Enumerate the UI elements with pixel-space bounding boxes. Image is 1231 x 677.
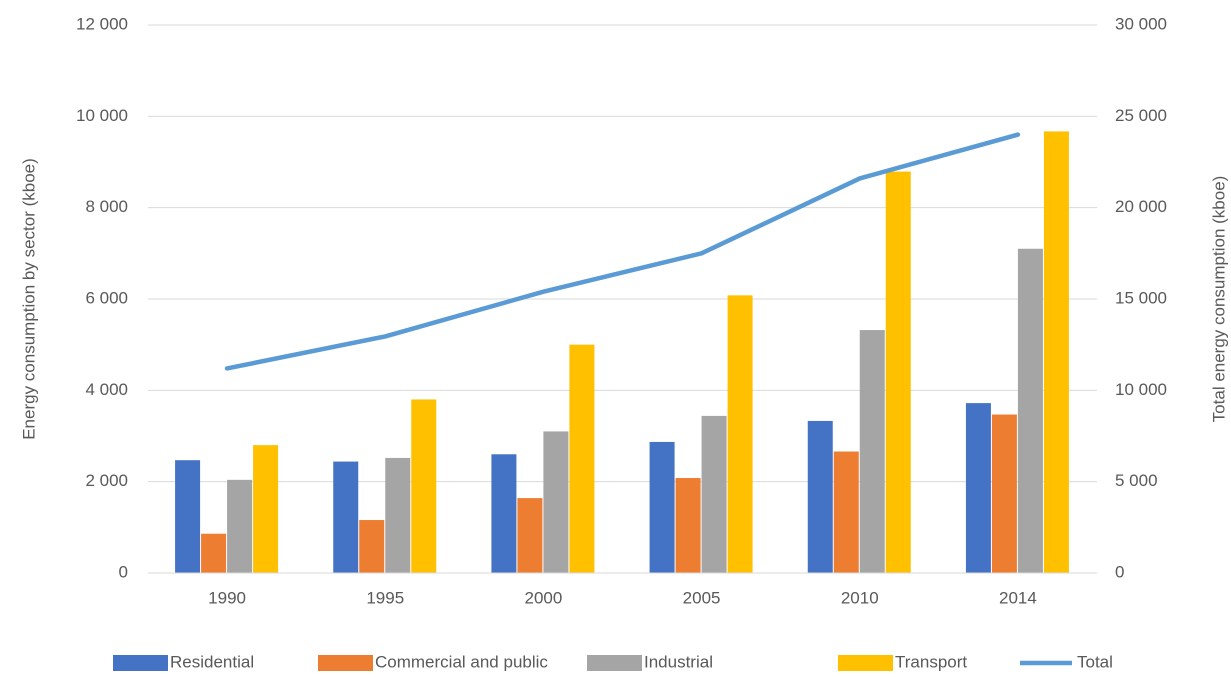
line [224, 132, 1021, 371]
legend-label: Commercial and public [375, 652, 548, 671]
bar [491, 454, 517, 573]
legend-label: Total [1077, 652, 1113, 671]
legend-swatch [113, 655, 168, 671]
bar [833, 451, 859, 573]
bar [1017, 248, 1043, 573]
y-tick-label: 0 [119, 562, 128, 581]
legend-swatch [318, 655, 373, 671]
bar [333, 461, 359, 573]
bar [859, 330, 885, 573]
x-tick-label: 1990 [208, 588, 246, 607]
bar [411, 399, 437, 573]
y-tick-label: 6 000 [85, 288, 128, 307]
bar [543, 431, 569, 573]
y-axis-title: Energy consumption by sector (kboe) [19, 158, 38, 440]
legend-label: Residential [170, 652, 254, 671]
bar [701, 415, 727, 573]
x-tick-label: 2005 [683, 588, 721, 607]
y2-tick-label: 15 000 [1115, 288, 1167, 307]
legend-label: Industrial [644, 652, 713, 671]
legend-label: Transport [895, 652, 967, 671]
y2-tick-label: 20 000 [1115, 197, 1167, 216]
y2-axis-title: Total energy consumption (kboe) [1209, 176, 1228, 423]
y-tick-label: 8 000 [85, 197, 128, 216]
x-tick-label: 2000 [525, 588, 563, 607]
bar [227, 479, 253, 573]
bar [727, 295, 753, 573]
bar [1043, 131, 1069, 574]
bar [385, 457, 411, 573]
x-tick-label: 2014 [999, 588, 1037, 607]
bar [965, 403, 991, 573]
y2-tick-label: 30 000 [1115, 14, 1167, 33]
y-tick-label: 10 000 [76, 106, 128, 125]
bar [649, 441, 675, 573]
y2-tick-label: 10 000 [1115, 380, 1167, 399]
y2-tick-label: 25 000 [1115, 106, 1167, 125]
bar [807, 420, 833, 573]
bar [359, 520, 385, 573]
bar [675, 478, 701, 573]
y-tick-label: 2 000 [85, 471, 128, 490]
legend-swatch [838, 655, 893, 671]
bar [253, 445, 279, 573]
y-tick-label: 4 000 [85, 380, 128, 399]
y2-tick-label: 5 000 [1115, 471, 1158, 490]
x-tick-label: 2010 [841, 588, 879, 607]
y2-tick-label: 0 [1115, 562, 1124, 581]
y-tick-label: 12 000 [76, 14, 128, 33]
bar [517, 498, 543, 573]
bar [569, 344, 595, 573]
bar [885, 171, 911, 573]
bar [991, 414, 1017, 573]
legend-swatch [587, 655, 642, 671]
bar [201, 533, 227, 573]
bar [175, 460, 201, 573]
x-tick-label: 1995 [366, 588, 404, 607]
